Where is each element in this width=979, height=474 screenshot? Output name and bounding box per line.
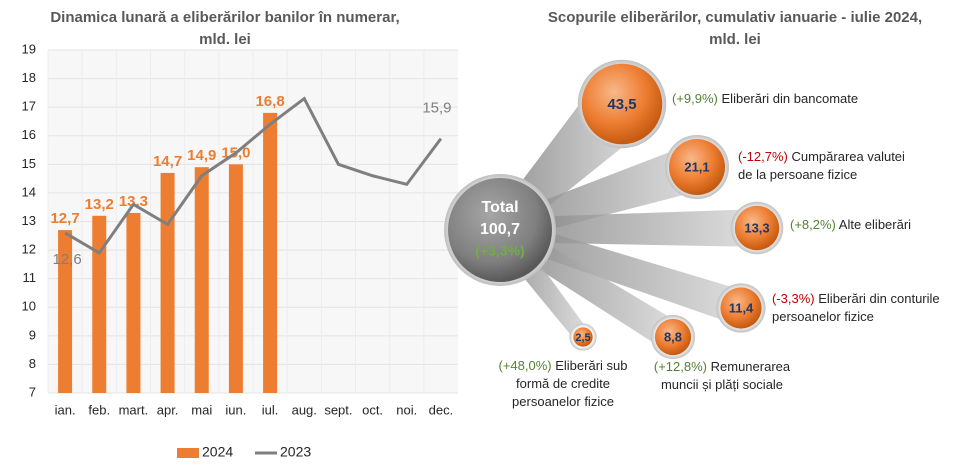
bubble <box>654 318 692 356</box>
x-tick-label: mart. <box>119 402 149 417</box>
bar <box>194 167 209 393</box>
change-label: (+8,2%) <box>790 217 836 232</box>
bar <box>58 230 73 393</box>
x-tick-label: feb. <box>88 402 110 417</box>
change-label: (+12,8%) <box>654 359 707 374</box>
category-text: Eliberări sub <box>555 358 627 373</box>
x-tick-label: ian. <box>55 402 76 417</box>
y-tick-label: 11 <box>23 270 37 285</box>
x-tick-label: aug. <box>292 402 317 417</box>
category-text: Remunerarea <box>711 359 791 374</box>
data-label: 13,3 <box>119 193 148 210</box>
y-tick-label: 8 <box>29 356 36 371</box>
bubble <box>668 138 726 196</box>
bubble-label: 43,5 <box>607 96 636 113</box>
category-label: (-3,3%) Eliberări din conturile <box>772 291 940 306</box>
category-label: persoanelor fizice <box>512 394 614 409</box>
data-label: 12,6 <box>52 251 81 268</box>
category-label: formă de credite <box>516 376 610 391</box>
category-text: Eliberări din conturile <box>818 291 939 306</box>
category-text: persoanelor fizice <box>512 394 614 409</box>
y-tick-label: 16 <box>22 127 36 142</box>
bubble <box>581 63 663 145</box>
data-label: 14,7 <box>153 153 182 170</box>
category-label: (-12,7%) Cumpărarea valutei <box>738 149 905 164</box>
y-tick-label: 17 <box>22 99 36 114</box>
change-label: (+9,9%) <box>672 91 718 106</box>
y-tick-label: 14 <box>22 184 36 199</box>
bubble-label: 21,1 <box>684 159 709 174</box>
legend-swatch <box>177 448 199 458</box>
category-text: muncii și plăți sociale <box>661 377 783 392</box>
x-tick-label: iul. <box>262 402 279 417</box>
category-text: de la persoane fizice <box>738 167 857 182</box>
bubble-label: 8,8 <box>664 329 682 344</box>
y-tick-label: 9 <box>29 327 36 342</box>
x-tick-label: noi. <box>396 402 417 417</box>
category-text: formă de credite <box>516 376 610 391</box>
category-text: Eliberări din bancomate <box>722 91 859 106</box>
category-label: de la persoane fizice <box>738 167 857 182</box>
category-text: Cumpărarea valutei <box>791 149 905 164</box>
total-value: 100,7 <box>480 221 520 238</box>
category-label: persoanelor fizice <box>772 309 874 324</box>
chart-title: mld. lei <box>199 31 251 48</box>
y-tick-label: 18 <box>22 70 36 85</box>
y-tick-label: 10 <box>22 299 36 314</box>
y-tick-label: 12 <box>22 242 36 257</box>
y-tick-label: 15 <box>22 156 36 171</box>
change-label: (+48,0%) <box>498 358 551 373</box>
chart-title: mld. lei <box>709 31 761 48</box>
total-change: (+3,3%) <box>475 243 524 259</box>
bar <box>263 112 278 393</box>
change-label: (-12,7%) <box>738 149 788 164</box>
category-label: muncii și plăți sociale <box>661 377 783 392</box>
data-label: 14,9 <box>187 147 216 164</box>
x-tick-label: iun. <box>225 402 246 417</box>
total-label: Total <box>481 199 518 216</box>
bar <box>92 215 107 393</box>
y-tick-label: 13 <box>22 213 36 228</box>
bubble-label: 13,3 <box>744 220 769 235</box>
data-label: 13,2 <box>85 196 114 213</box>
y-tick-label: 7 <box>29 384 36 399</box>
bar <box>160 172 175 393</box>
line-series <box>64 96 443 255</box>
connector <box>496 218 747 325</box>
data-label: 15,9 <box>422 100 451 117</box>
change-label: (-3,3%) <box>772 291 815 306</box>
bubble-label: 11,4 <box>729 300 754 315</box>
x-tick-label: sept. <box>324 402 352 417</box>
bubble-label: 2,5 <box>575 332 590 344</box>
legend-label: 2023 <box>280 444 311 460</box>
category-label: (+48,0%) Eliberări sub <box>498 358 627 373</box>
category-label: (+9,9%) Eliberări din bancomate <box>672 91 858 106</box>
bubble <box>734 205 780 251</box>
y-tick-label: 19 <box>22 41 36 56</box>
data-label: 12,7 <box>50 210 79 227</box>
category-label: (+8,2%) Alte eliberări <box>790 217 911 232</box>
category-text: persoanelor fizice <box>772 309 874 324</box>
x-tick-label: oct. <box>362 402 383 417</box>
x-tick-label: dec. <box>429 402 454 417</box>
bubble <box>573 327 593 347</box>
chart-title: Dinamica lunară a eliberărilor banilor î… <box>50 9 399 26</box>
total-bubble <box>448 178 552 282</box>
legend-label: 2024 <box>202 444 233 460</box>
category-label: (+12,8%) Remunerarea <box>654 359 791 374</box>
x-tick-label: mai <box>191 402 212 417</box>
bar <box>228 164 243 393</box>
bubble <box>720 287 762 329</box>
chart-title: Scopurile eliberărilor, cumulativ ianuar… <box>548 9 922 26</box>
x-tick-label: apr. <box>157 402 179 417</box>
data-label: 16,8 <box>255 93 284 110</box>
bar <box>126 212 141 393</box>
category-text: Alte eliberări <box>839 217 911 232</box>
